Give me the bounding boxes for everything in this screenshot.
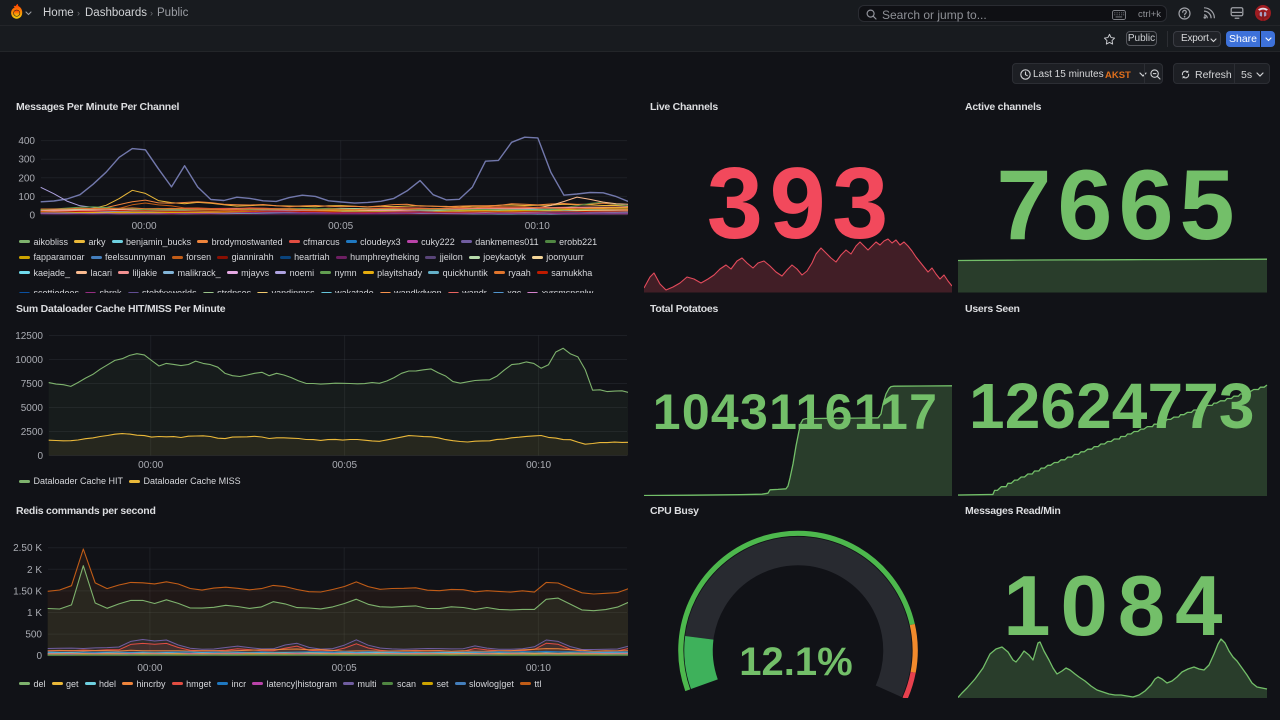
svg-text:00:00: 00:00 xyxy=(137,663,162,674)
svg-text:300: 300 xyxy=(18,155,35,166)
svg-text:10000: 10000 xyxy=(15,355,43,366)
svg-text:00:10: 00:10 xyxy=(526,460,551,471)
svg-text:2.50 K: 2.50 K xyxy=(13,543,42,554)
svg-text:500: 500 xyxy=(25,630,42,641)
svg-text:2500: 2500 xyxy=(21,427,44,438)
svg-text:00:05: 00:05 xyxy=(332,663,357,674)
svg-text:00:00: 00:00 xyxy=(132,221,157,232)
svg-text:00:10: 00:10 xyxy=(525,221,550,232)
svg-text:00:05: 00:05 xyxy=(332,460,357,471)
svg-text:1 K: 1 K xyxy=(27,608,42,619)
svg-text:2 K: 2 K xyxy=(27,565,42,576)
svg-text:12500: 12500 xyxy=(15,331,43,342)
svg-text:00:05: 00:05 xyxy=(328,221,353,232)
svg-text:0: 0 xyxy=(29,211,35,222)
svg-text:1.50 K: 1.50 K xyxy=(13,586,42,597)
svg-text:0: 0 xyxy=(36,651,42,662)
svg-text:7500: 7500 xyxy=(21,379,44,390)
svg-text:200: 200 xyxy=(18,173,35,184)
svg-text:00:10: 00:10 xyxy=(526,663,551,674)
svg-text:400: 400 xyxy=(18,136,35,147)
svg-text:0: 0 xyxy=(37,451,43,462)
svg-text:5000: 5000 xyxy=(21,403,44,414)
svg-text:00:00: 00:00 xyxy=(138,460,163,471)
svg-text:100: 100 xyxy=(18,192,35,203)
